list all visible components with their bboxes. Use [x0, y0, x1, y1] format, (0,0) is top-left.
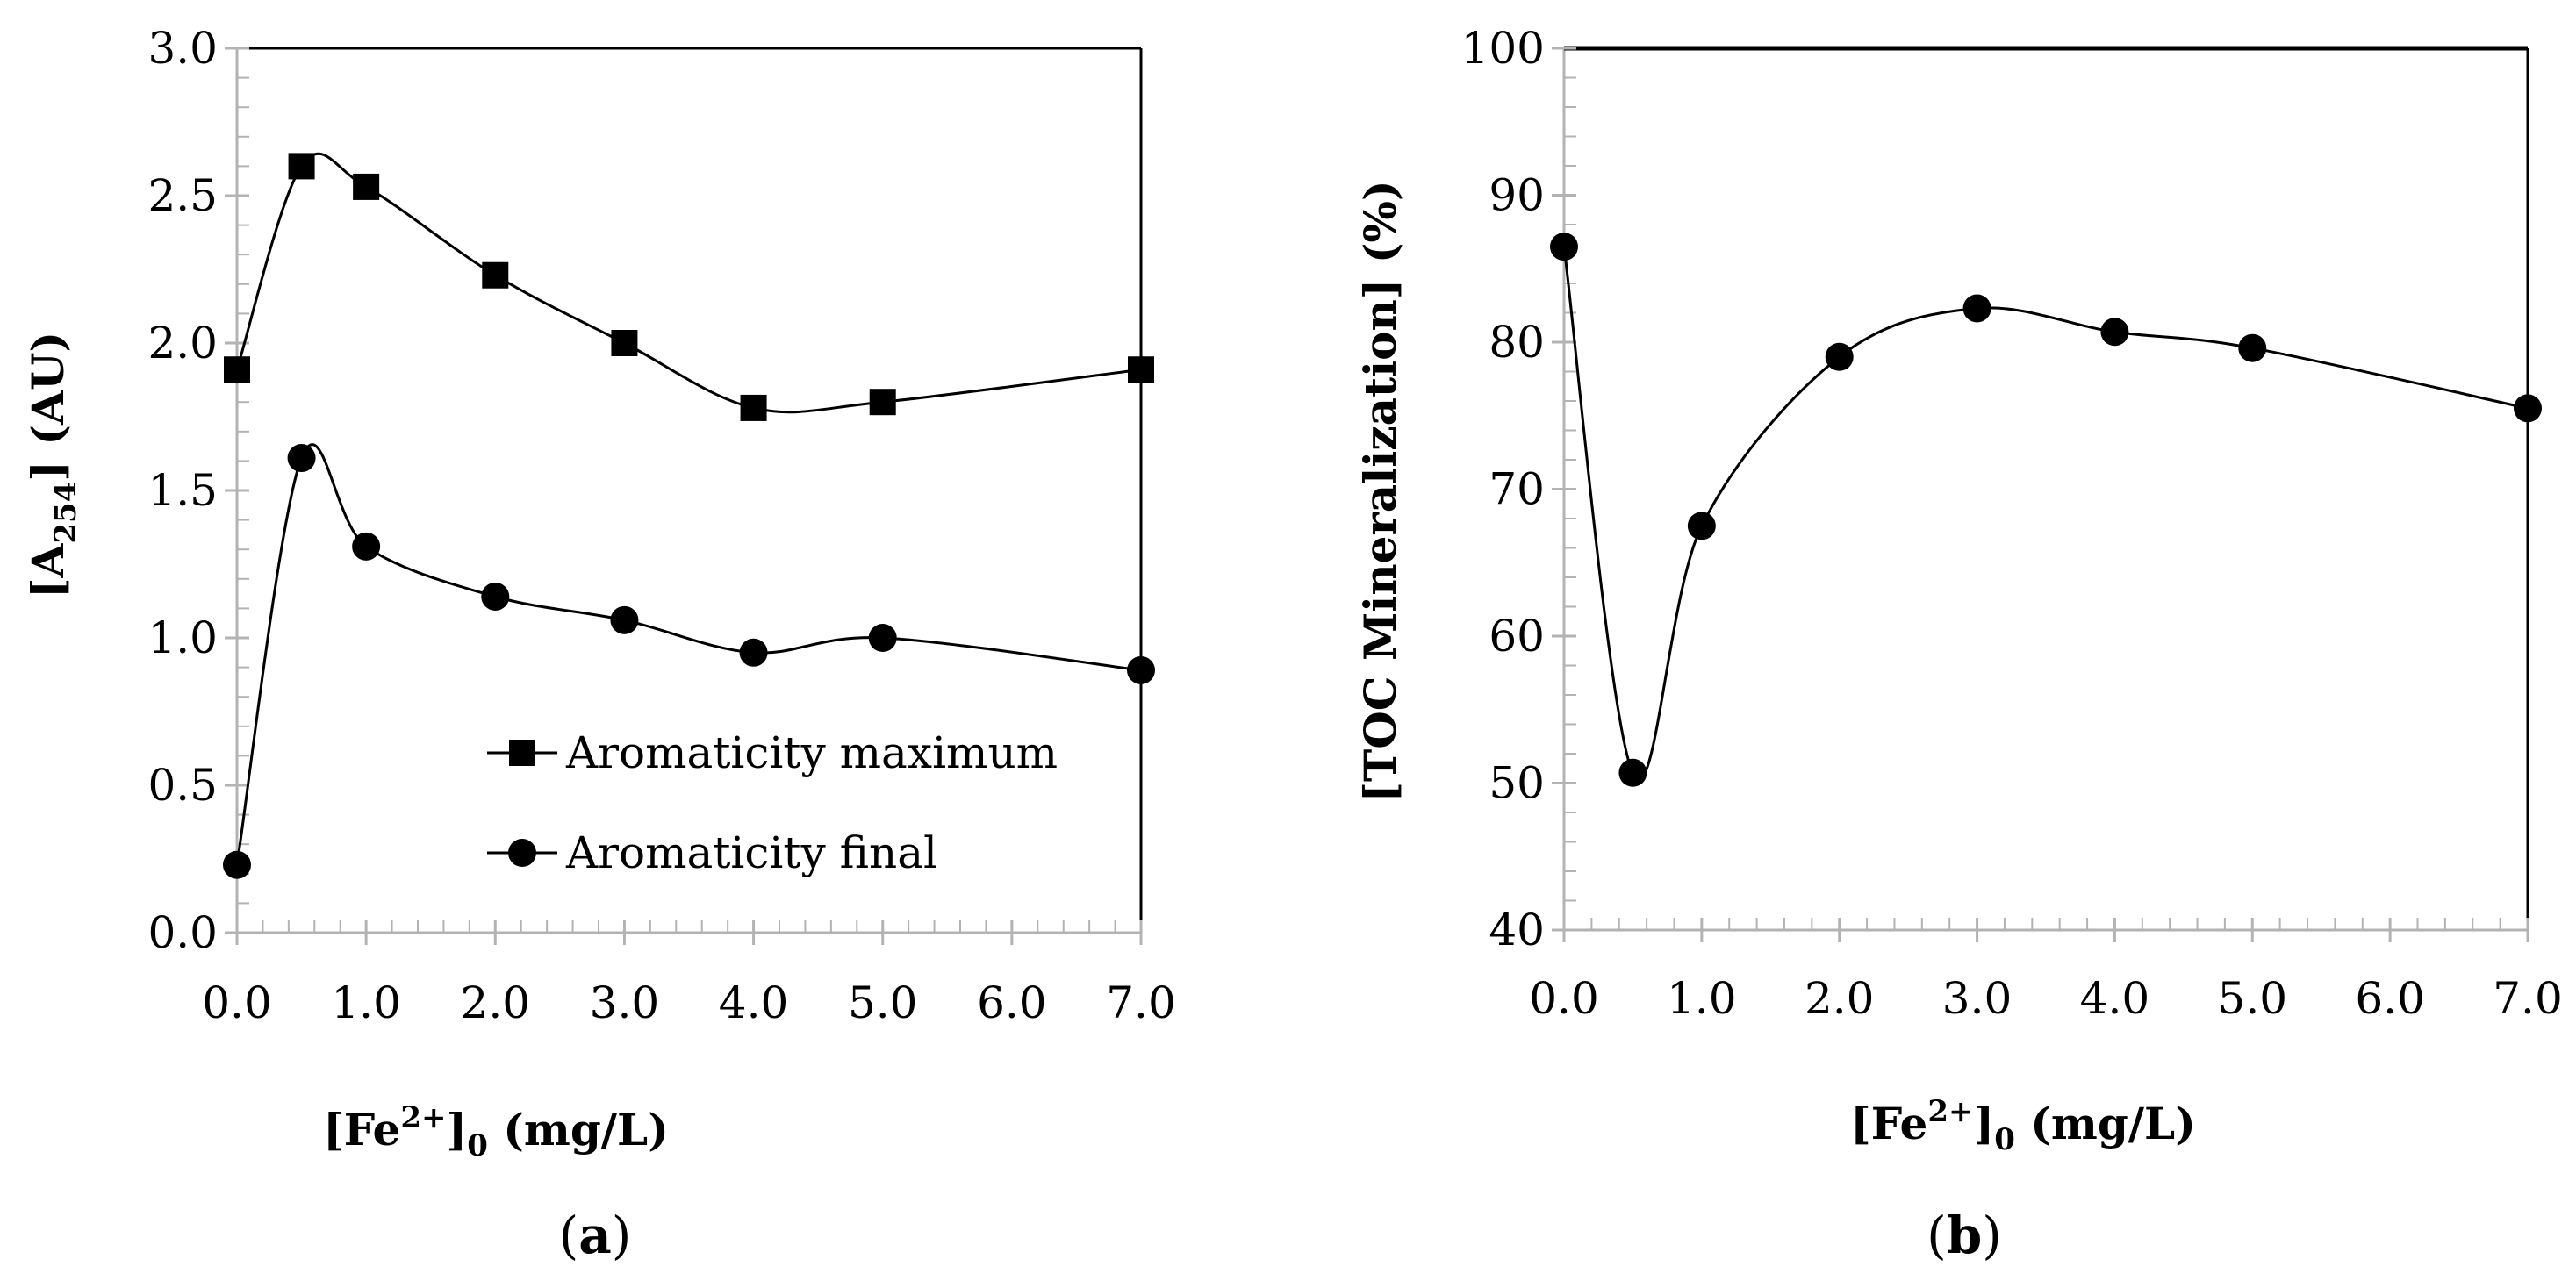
panel-label-b: (b): [1927, 1206, 2002, 1265]
y-tick-label: 100: [1461, 23, 1545, 74]
y-tick-label: 1.0: [147, 612, 218, 663]
chart-a-xlabel: [Fe2+]0 (mg/L): [323, 1100, 669, 1163]
data-point-circle: [1550, 233, 1578, 261]
y-tick-label: 70: [1489, 464, 1545, 515]
data-point-circle: [739, 638, 768, 667]
series-line-0: [1562, 246, 2529, 781]
y-tick-label: 0.0: [147, 907, 218, 958]
data-point-square: [224, 356, 250, 383]
y-tick-label: 3.0: [147, 23, 218, 74]
y-tick-label: 1.5: [147, 465, 218, 516]
data-point-circle: [2238, 333, 2267, 362]
x-tick-label: 7.0: [2493, 973, 2563, 1024]
y-tick-label: 90: [1489, 170, 1545, 221]
y-tick-label: 40: [1489, 905, 1545, 955]
data-point-circle: [2100, 318, 2129, 347]
series-line-1: [235, 443, 1142, 865]
data-point-circle: [223, 850, 251, 879]
data-point-circle: [481, 582, 510, 611]
data-point-square: [353, 173, 380, 200]
data-point-square: [482, 261, 509, 289]
y-tick-label: 60: [1489, 611, 1545, 662]
x-tick-label: 1.0: [1667, 973, 1737, 1024]
x-tick-label: 5.0: [848, 977, 918, 1028]
x-tick-label: 1.0: [331, 977, 401, 1028]
x-tick-label: 3.0: [1942, 973, 2013, 1024]
data-point-circle: [1618, 758, 1647, 787]
data-point-circle: [1687, 512, 1716, 540]
x-tick-label: 2.0: [461, 977, 531, 1028]
y-tick-label: 80: [1489, 317, 1545, 368]
x-tick-label: 0.0: [202, 977, 272, 1028]
legend-square-marker: [509, 740, 535, 766]
data-point-circle: [1825, 342, 1854, 371]
x-tick-label: 3.0: [590, 977, 660, 1028]
y-tick-label: 2.0: [147, 318, 218, 369]
data-point-circle: [1962, 294, 1991, 323]
x-tick-label: 6.0: [2355, 973, 2425, 1024]
data-point-square: [1128, 356, 1154, 383]
legend-circle-marker: [508, 839, 536, 867]
x-tick-label: 2.0: [1805, 973, 1875, 1024]
chart-a-ylabel: [A254] (AU): [22, 332, 83, 598]
chart-b-ylabel: [TOC Mineralization] (%): [1354, 180, 1406, 802]
x-tick-label: 4.0: [2080, 973, 2150, 1024]
panel-label-a: (a): [559, 1206, 632, 1265]
chart-b-xlabel: [Fe2+]0 (mg/L): [1850, 1094, 2196, 1157]
data-point-square: [288, 153, 315, 180]
x-tick-label: 5.0: [2218, 973, 2288, 1024]
data-point-circle: [287, 444, 316, 473]
data-point-circle: [868, 624, 897, 652]
data-point-circle: [610, 605, 639, 634]
legend-label-final: Aromaticity final: [565, 827, 937, 878]
x-tick-label: 0.0: [1529, 973, 1599, 1024]
y-tick-label: 0.5: [147, 760, 218, 811]
data-point-circle: [2514, 394, 2542, 423]
legend-label-max: Aromaticity maximum: [565, 727, 1058, 778]
data-point-square: [740, 394, 767, 421]
data-point-square: [611, 330, 638, 356]
data-point-circle: [352, 532, 381, 561]
y-tick-label: 2.5: [147, 170, 218, 221]
data-point-circle: [1127, 655, 1155, 684]
x-tick-label: 6.0: [977, 977, 1047, 1028]
x-tick-label: 7.0: [1106, 977, 1176, 1028]
chart-a: 0.0 0.5 1.0 1.5 2.0 2.5 3.0 0.0 1.0 2.0 3.0 4.0 5.0 6…: [22, 23, 1176, 1265]
chart-a-legend: Aromaticity maximum Aromaticity final: [487, 727, 1058, 878]
data-point-square: [869, 389, 896, 416]
x-tick-label: 4.0: [719, 977, 789, 1028]
y-tick-label: 50: [1489, 758, 1545, 809]
